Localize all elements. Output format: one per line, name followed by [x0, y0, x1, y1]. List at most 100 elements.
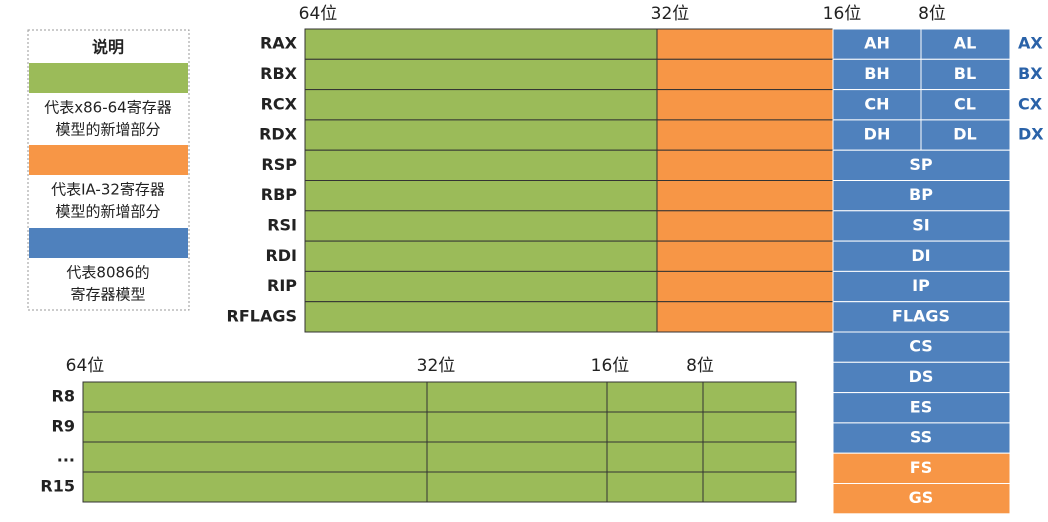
segment-register: DS [909, 367, 934, 386]
cell [832, 422, 1011, 454]
register-name: RBX [260, 64, 298, 83]
register-16bit: CX [1018, 94, 1043, 113]
register-name: RDX [259, 125, 298, 144]
register-part: IP [912, 276, 930, 295]
cell [304, 58, 658, 91]
cell [656, 89, 834, 121]
segment-register: ES [910, 397, 932, 416]
legend-text: 寄存器模型 [70, 286, 145, 304]
legend-text: 模型的新增部分 [55, 203, 160, 221]
bit-label: 64位 [299, 4, 338, 24]
register-part: AL [954, 34, 977, 53]
register-name: RIP [267, 276, 297, 295]
register-name: R9 [52, 417, 75, 436]
cell [426, 471, 608, 503]
cell [606, 381, 704, 413]
cell [304, 89, 658, 121]
register-part: CL [954, 94, 976, 113]
cell [656, 58, 834, 91]
cell [656, 119, 834, 151]
cell [832, 361, 1011, 394]
bit-label: 32位 [417, 356, 456, 376]
bit-label: 16位 [823, 4, 862, 24]
cell [656, 149, 834, 181]
register-name: RBP [261, 185, 298, 204]
cell [656, 28, 834, 60]
cell [832, 270, 1011, 303]
cell [656, 240, 834, 272]
register-part: DH [864, 125, 891, 144]
legend-text: 代表8086的 [66, 264, 149, 282]
cell [832, 28, 922, 60]
bit-label: 16位 [591, 356, 630, 376]
cell [832, 180, 1011, 212]
register-part: SP [909, 155, 933, 174]
cell [656, 301, 834, 333]
cell [832, 89, 922, 121]
legend-swatch [29, 145, 188, 175]
register-name: R15 [40, 477, 75, 496]
cell [606, 441, 704, 473]
cell [426, 441, 608, 473]
register-16bit: BX [1018, 64, 1043, 83]
cell [832, 392, 1011, 424]
bit-label: 32位 [651, 4, 690, 24]
cell [304, 28, 658, 60]
register-part: SI [912, 215, 929, 234]
cell [304, 240, 658, 272]
segment-register: CS [909, 337, 933, 356]
register-part: BL [954, 64, 976, 83]
cell [304, 270, 658, 303]
register-name: RSP [261, 155, 297, 174]
legend-text: 代表IA-32寄存器 [51, 181, 165, 199]
legend-text: 代表x86-64寄存器 [44, 99, 171, 117]
cell [656, 210, 834, 242]
register-name: R8 [52, 387, 75, 406]
cell [832, 210, 1011, 242]
register-16bit: DX [1018, 125, 1044, 144]
register-part: CH [864, 94, 889, 113]
cell [832, 483, 1011, 515]
cell [606, 411, 704, 443]
segment-register: SS [910, 428, 932, 447]
register-part: BH [864, 64, 890, 83]
cell [606, 471, 704, 503]
bit-label: 8位 [918, 4, 946, 24]
segment-register: GS [909, 488, 934, 507]
cell [426, 381, 608, 413]
cell [702, 381, 797, 413]
cell [304, 119, 658, 151]
register-16bit: AX [1018, 34, 1043, 53]
cell [304, 180, 658, 212]
register-name: RSI [267, 215, 297, 234]
cell [832, 119, 922, 151]
register-part: DL [953, 125, 976, 144]
cell [832, 452, 1011, 485]
register-name: ... [57, 447, 75, 466]
cell [82, 441, 428, 473]
cell [702, 471, 797, 503]
register-part: BP [909, 185, 933, 204]
legend-text: 模型的新增部分 [55, 121, 160, 139]
register-part: AH [864, 34, 890, 53]
register-name: RAX [260, 34, 298, 53]
cell [82, 471, 428, 503]
legend-swatch [29, 228, 188, 258]
cell [832, 149, 1011, 181]
cell [702, 441, 797, 473]
cell [702, 411, 797, 443]
register-part: DI [911, 246, 930, 265]
cell [304, 210, 658, 242]
cell [304, 301, 658, 333]
legend-title: 说明 [92, 38, 124, 57]
cell [832, 331, 1011, 363]
register-part: FLAGS [892, 306, 950, 325]
legend-swatch [29, 63, 188, 93]
register-name: RFLAGS [227, 306, 297, 325]
register-name: RDI [265, 246, 297, 265]
cell [656, 180, 834, 212]
cell [656, 270, 834, 303]
register-name: RCX [261, 94, 298, 113]
cell [426, 411, 608, 443]
